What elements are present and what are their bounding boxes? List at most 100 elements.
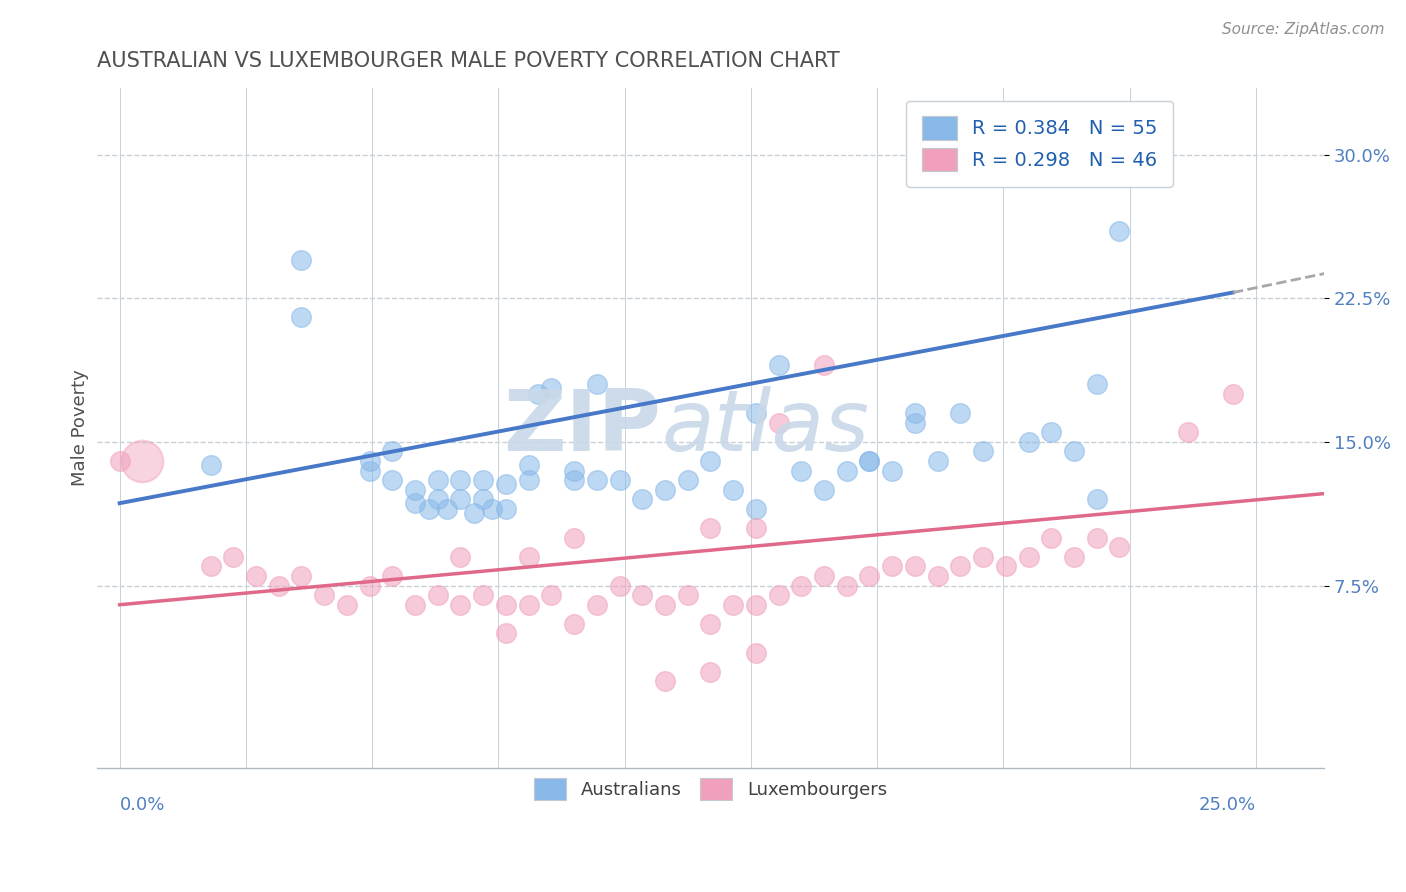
Text: atlas: atlas [661,386,869,469]
Point [381,473,404,487]
Point [745,502,768,516]
Point [1085,531,1108,545]
Point [540,588,562,602]
Point [449,473,471,487]
Point [768,358,790,372]
Text: AUSTRALIAN VS LUXEMBOURGER MALE POVERTY CORRELATION CHART: AUSTRALIAN VS LUXEMBOURGER MALE POVERTY … [97,51,839,70]
Point [949,406,972,420]
Point [835,578,858,592]
Point [745,598,768,612]
Point [449,549,471,564]
Point [721,483,744,497]
Point [745,406,768,420]
Point [585,598,607,612]
Point [609,473,631,487]
Text: 25.0%: 25.0% [1198,797,1256,814]
Point [631,588,654,602]
Point [495,626,517,640]
Point [972,444,994,458]
Point [290,569,312,583]
Point [108,454,131,468]
Point [418,502,440,516]
Point [449,492,471,507]
Point [562,531,585,545]
Point [314,588,336,602]
Point [1040,531,1063,545]
Point [1108,541,1130,555]
Point [745,646,768,660]
Point [858,454,880,468]
Point [1108,224,1130,238]
Y-axis label: Male Poverty: Male Poverty [72,369,89,486]
Point [200,559,222,574]
Point [359,464,381,478]
Point [404,496,426,510]
Point [222,549,245,564]
Point [404,598,426,612]
Point [631,492,654,507]
Point [404,483,426,497]
Point [426,492,449,507]
Point [540,381,562,395]
Point [463,506,485,520]
Point [381,444,404,458]
Point [517,598,540,612]
Point [927,454,949,468]
Point [699,665,721,679]
Point [585,377,607,392]
Point [495,598,517,612]
Point [813,483,835,497]
Point [472,588,495,602]
Point [562,473,585,487]
Point [517,549,540,564]
Point [1177,425,1199,440]
Point [1222,387,1244,401]
Point [790,464,813,478]
Point [1085,377,1108,392]
Point [768,588,790,602]
Point [495,502,517,516]
Text: 0.0%: 0.0% [120,797,165,814]
Point [426,588,449,602]
Legend: Australians, Luxembourgers: Australians, Luxembourgers [524,770,896,810]
Point [927,569,949,583]
Point [526,387,548,401]
Point [609,578,631,592]
Point [131,454,153,468]
Point [472,492,495,507]
Point [562,616,585,631]
Point [858,569,880,583]
Text: ZIP: ZIP [503,386,661,469]
Point [813,358,835,372]
Point [676,473,699,487]
Point [1018,549,1040,564]
Point [654,598,676,612]
Point [699,616,721,631]
Point [654,674,676,689]
Point [1040,425,1063,440]
Point [481,502,503,516]
Point [585,473,607,487]
Point [835,464,858,478]
Point [472,473,495,487]
Text: Source: ZipAtlas.com: Source: ZipAtlas.com [1222,22,1385,37]
Point [245,569,267,583]
Point [721,598,744,612]
Point [290,252,312,267]
Point [790,578,813,592]
Point [449,598,471,612]
Point [994,559,1017,574]
Point [654,483,676,497]
Point [1063,549,1085,564]
Point [904,406,927,420]
Point [517,458,540,472]
Point [904,416,927,430]
Point [882,464,904,478]
Point [949,559,972,574]
Point [699,521,721,535]
Point [1018,434,1040,449]
Point [426,473,449,487]
Point [676,588,699,602]
Point [436,502,458,516]
Point [1063,444,1085,458]
